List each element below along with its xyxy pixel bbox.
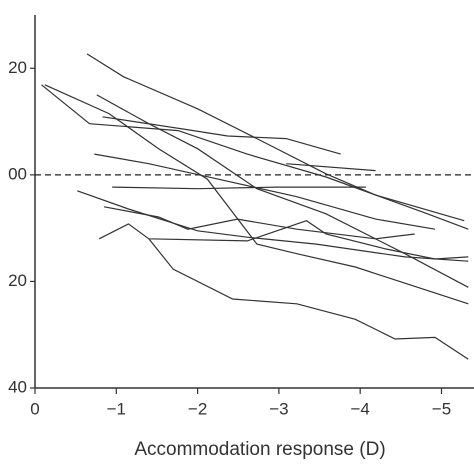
x-tick-label: −4: [350, 399, 369, 418]
y-tick-label: 20: [8, 58, 27, 77]
y-tick-label: 40: [8, 377, 27, 396]
x-axis-title: Accommodation response (D): [134, 439, 385, 460]
x-tick-label: −5: [432, 399, 451, 418]
data-line: [103, 206, 415, 240]
data-line: [148, 238, 469, 360]
x-tick-label: 0: [30, 399, 39, 418]
data-line: [41, 84, 469, 230]
x-tick-label: −2: [188, 399, 207, 418]
y-tick-label: 00: [8, 164, 27, 183]
x-tick-label: −3: [269, 399, 288, 418]
data-line: [286, 163, 376, 172]
y-tick-label: 20: [8, 271, 27, 290]
data-line: [98, 220, 469, 260]
data-line: [96, 94, 469, 288]
data-line: [112, 186, 366, 190]
data-line: [77, 190, 469, 262]
x-tick-label: −1: [107, 399, 126, 418]
data-line: [102, 116, 341, 155]
